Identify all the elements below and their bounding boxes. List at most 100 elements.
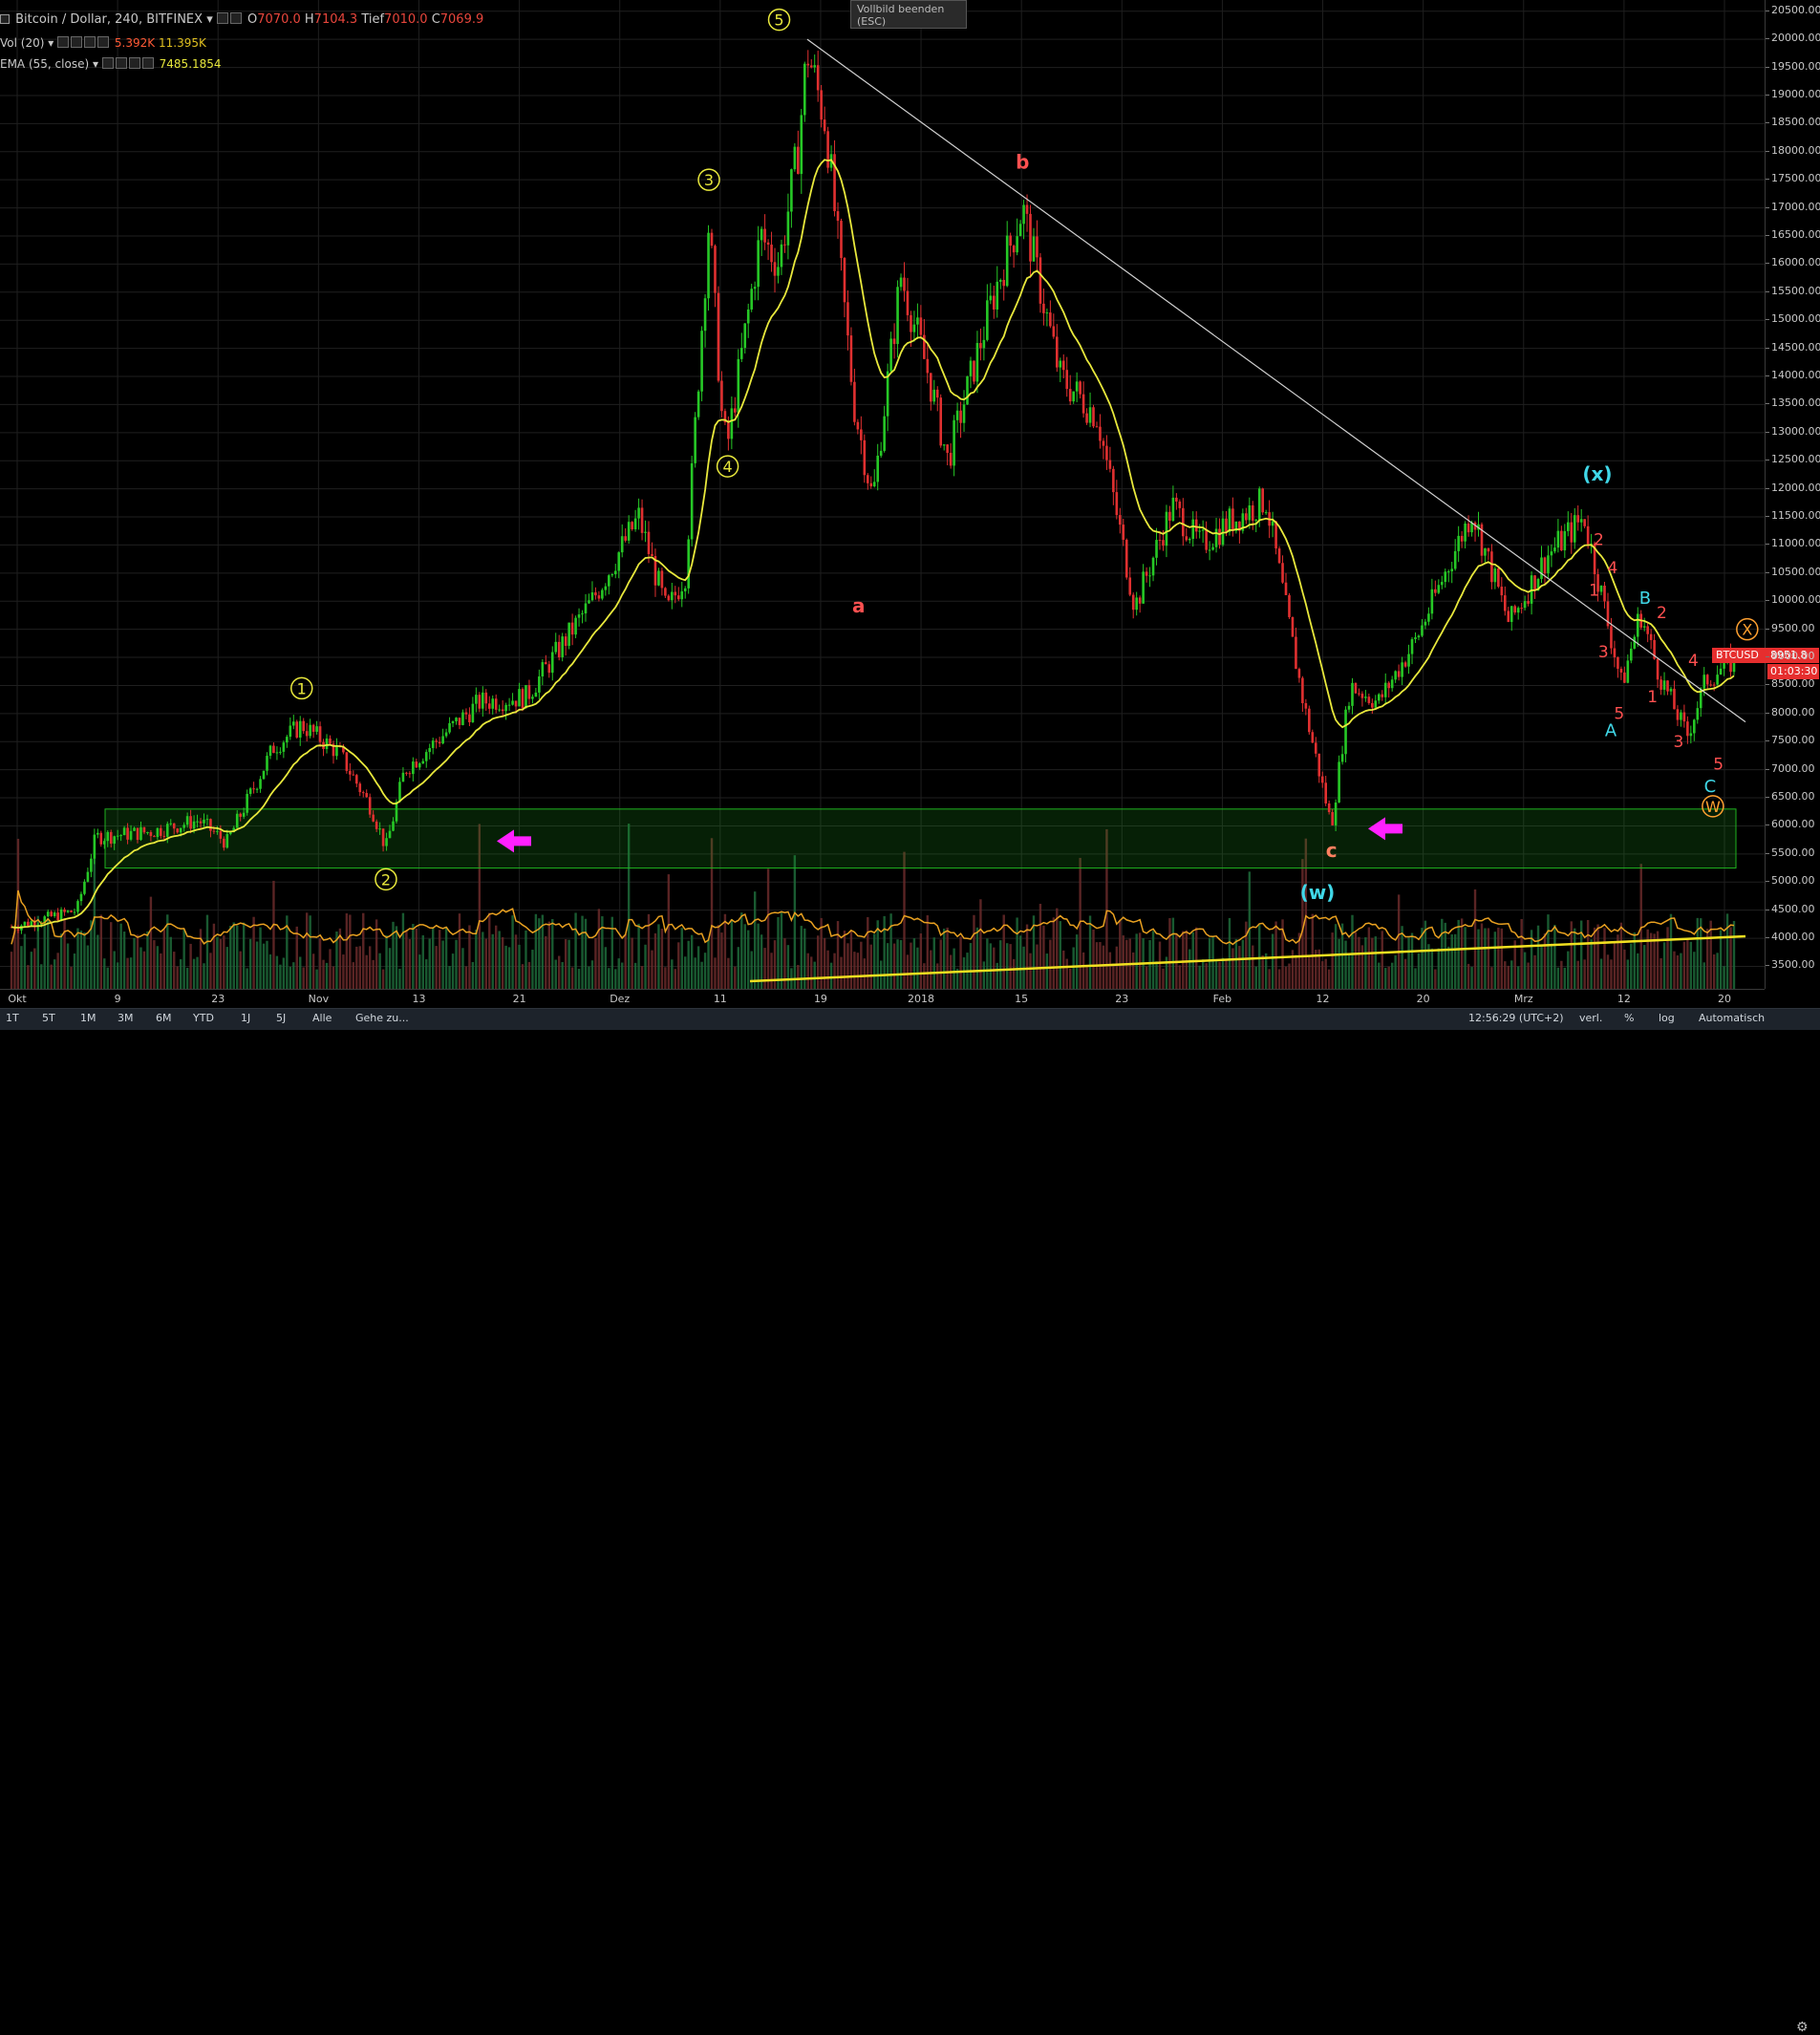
high-value: 7104.3 <box>313 12 358 27</box>
volume-bar <box>1434 969 1437 989</box>
volume-bar <box>1723 966 1725 989</box>
candle-body <box>1099 426 1102 441</box>
candle-body <box>1573 515 1576 543</box>
goto-date-button[interactable]: Gehe zu... <box>355 1012 409 1024</box>
candle-body <box>1088 407 1092 423</box>
chevron-down-icon[interactable]: ▾ <box>206 12 213 27</box>
volume-bar <box>1570 921 1573 989</box>
volume-bar <box>246 968 248 989</box>
volume-bar <box>1234 938 1238 989</box>
candle-body <box>30 921 33 927</box>
range-5y-button[interactable]: 5J <box>276 1012 287 1024</box>
candle-body <box>926 358 930 374</box>
volume-bar <box>1264 953 1268 989</box>
percent-scale-toggle[interactable]: % <box>1624 1012 1635 1024</box>
volume-bar <box>577 969 581 989</box>
volume-bar <box>766 868 770 989</box>
volume-bar <box>959 936 962 989</box>
eye-icon[interactable] <box>57 36 70 48</box>
candle-body <box>1470 522 1473 533</box>
volume-bar <box>680 928 683 989</box>
candle-body <box>739 348 743 359</box>
range-all-button[interactable]: Alle <box>312 1012 332 1024</box>
ema-indicator-name[interactable]: EMA (55, close) <box>0 57 90 71</box>
extended-hours-toggle[interactable]: verl. <box>1579 1012 1603 1024</box>
candle-body <box>494 698 498 710</box>
ema-legend[interactable]: EMA (55, close) ▾ 7485.1854 <box>0 57 222 71</box>
range-1y-button[interactable]: 1J <box>241 1012 251 1024</box>
candle-body <box>1642 626 1646 628</box>
volume-bar <box>876 920 879 989</box>
symbol-name[interactable]: Bitcoin / Dollar, 240, BITFINEX <box>15 12 203 27</box>
symbol-legend[interactable]: Bitcoin / Dollar, 240, BITFINEX ▾ O7070.… <box>0 12 483 27</box>
candle-body <box>448 722 451 733</box>
eye-icon[interactable] <box>101 57 114 69</box>
volume-bar <box>1729 927 1732 989</box>
symbol-menu-icon[interactable] <box>0 14 10 24</box>
volume-bar <box>1085 964 1088 989</box>
volume-value: 5.392K <box>114 36 156 50</box>
range-ytd-button[interactable]: YTD <box>193 1012 214 1024</box>
log-scale-toggle[interactable]: log <box>1659 1012 1675 1024</box>
settings-icon[interactable] <box>115 57 127 69</box>
candle-body <box>637 507 640 519</box>
candle-body <box>1516 608 1520 613</box>
volume-bar <box>1613 941 1617 989</box>
price-tick-label: 12500.00 <box>1766 453 1820 466</box>
range-3m-button[interactable]: 3M <box>118 1012 134 1024</box>
volume-bar <box>149 896 153 989</box>
volume-bar <box>667 874 671 989</box>
volume-bar <box>216 936 219 989</box>
range-1m-button[interactable]: 1M <box>80 1012 96 1024</box>
volume-bar <box>421 934 424 989</box>
volume-bar <box>525 930 527 989</box>
time-axis[interactable]: Okt 9 23 Nov 13 21 Dez 11 19 2018 15 23 Feb 12 20 Mrz 12… <box>0 989 1765 1009</box>
volume-legend[interactable]: Vol (20) ▾ 5.392K 11.395K <box>0 36 206 50</box>
candle-body <box>876 455 880 482</box>
volume-bar <box>1002 914 1005 989</box>
candle-body <box>1009 235 1012 246</box>
range-5d-button[interactable]: 5T <box>42 1012 55 1024</box>
volume-bar <box>425 959 428 989</box>
candle-body <box>205 819 209 821</box>
eye-icon[interactable] <box>216 12 228 24</box>
settings-icon[interactable] <box>71 36 83 48</box>
wave-label-C: C <box>1704 777 1717 797</box>
volume-bar <box>1188 949 1191 989</box>
volume-bar <box>999 940 1002 989</box>
auto-scale-toggle[interactable]: Automatisch <box>1699 1012 1766 1024</box>
settings-icon[interactable] <box>229 12 242 24</box>
candle-body <box>1696 708 1700 720</box>
add-icon[interactable] <box>84 36 96 48</box>
volume-bar <box>1659 957 1662 989</box>
candle-body <box>912 324 916 332</box>
volume-bar <box>295 926 298 989</box>
volume-bar <box>59 933 63 989</box>
wave-label-B: B <box>1639 589 1651 609</box>
candle-body <box>1102 440 1105 446</box>
chart-grid <box>0 0 1765 989</box>
volume-bar <box>338 928 342 989</box>
add-icon[interactable] <box>128 57 140 69</box>
candles <box>10 50 1736 934</box>
volume-bar <box>20 946 23 989</box>
volume-bar <box>242 922 246 989</box>
clock[interactable]: 12:56:29 (UTC+2) <box>1468 1012 1564 1024</box>
close-icon[interactable] <box>141 57 154 69</box>
candle-body <box>172 823 176 829</box>
chevron-down-icon[interactable]: ▾ <box>92 57 98 71</box>
range-1d-button[interactable]: 1T <box>6 1012 19 1024</box>
candle-body <box>266 756 268 771</box>
range-6m-button[interactable]: 6M <box>156 1012 172 1024</box>
close-icon[interactable] <box>97 36 110 48</box>
volume-indicator-name[interactable]: Vol (20) <box>0 36 45 50</box>
candle-body <box>302 720 306 732</box>
chevron-down-icon[interactable]: ▾ <box>48 36 54 50</box>
volume-bar <box>1464 927 1467 989</box>
gear-icon[interactable]: ⚙ <box>1796 2020 1809 2035</box>
candle-body <box>1284 582 1288 595</box>
volume-bar <box>116 962 119 989</box>
price-scale[interactable]: BTCUSD 8951.8 01:03:30 20500.00 20000.00 1… <box>1712 0 1820 989</box>
volume-bar <box>122 932 126 989</box>
